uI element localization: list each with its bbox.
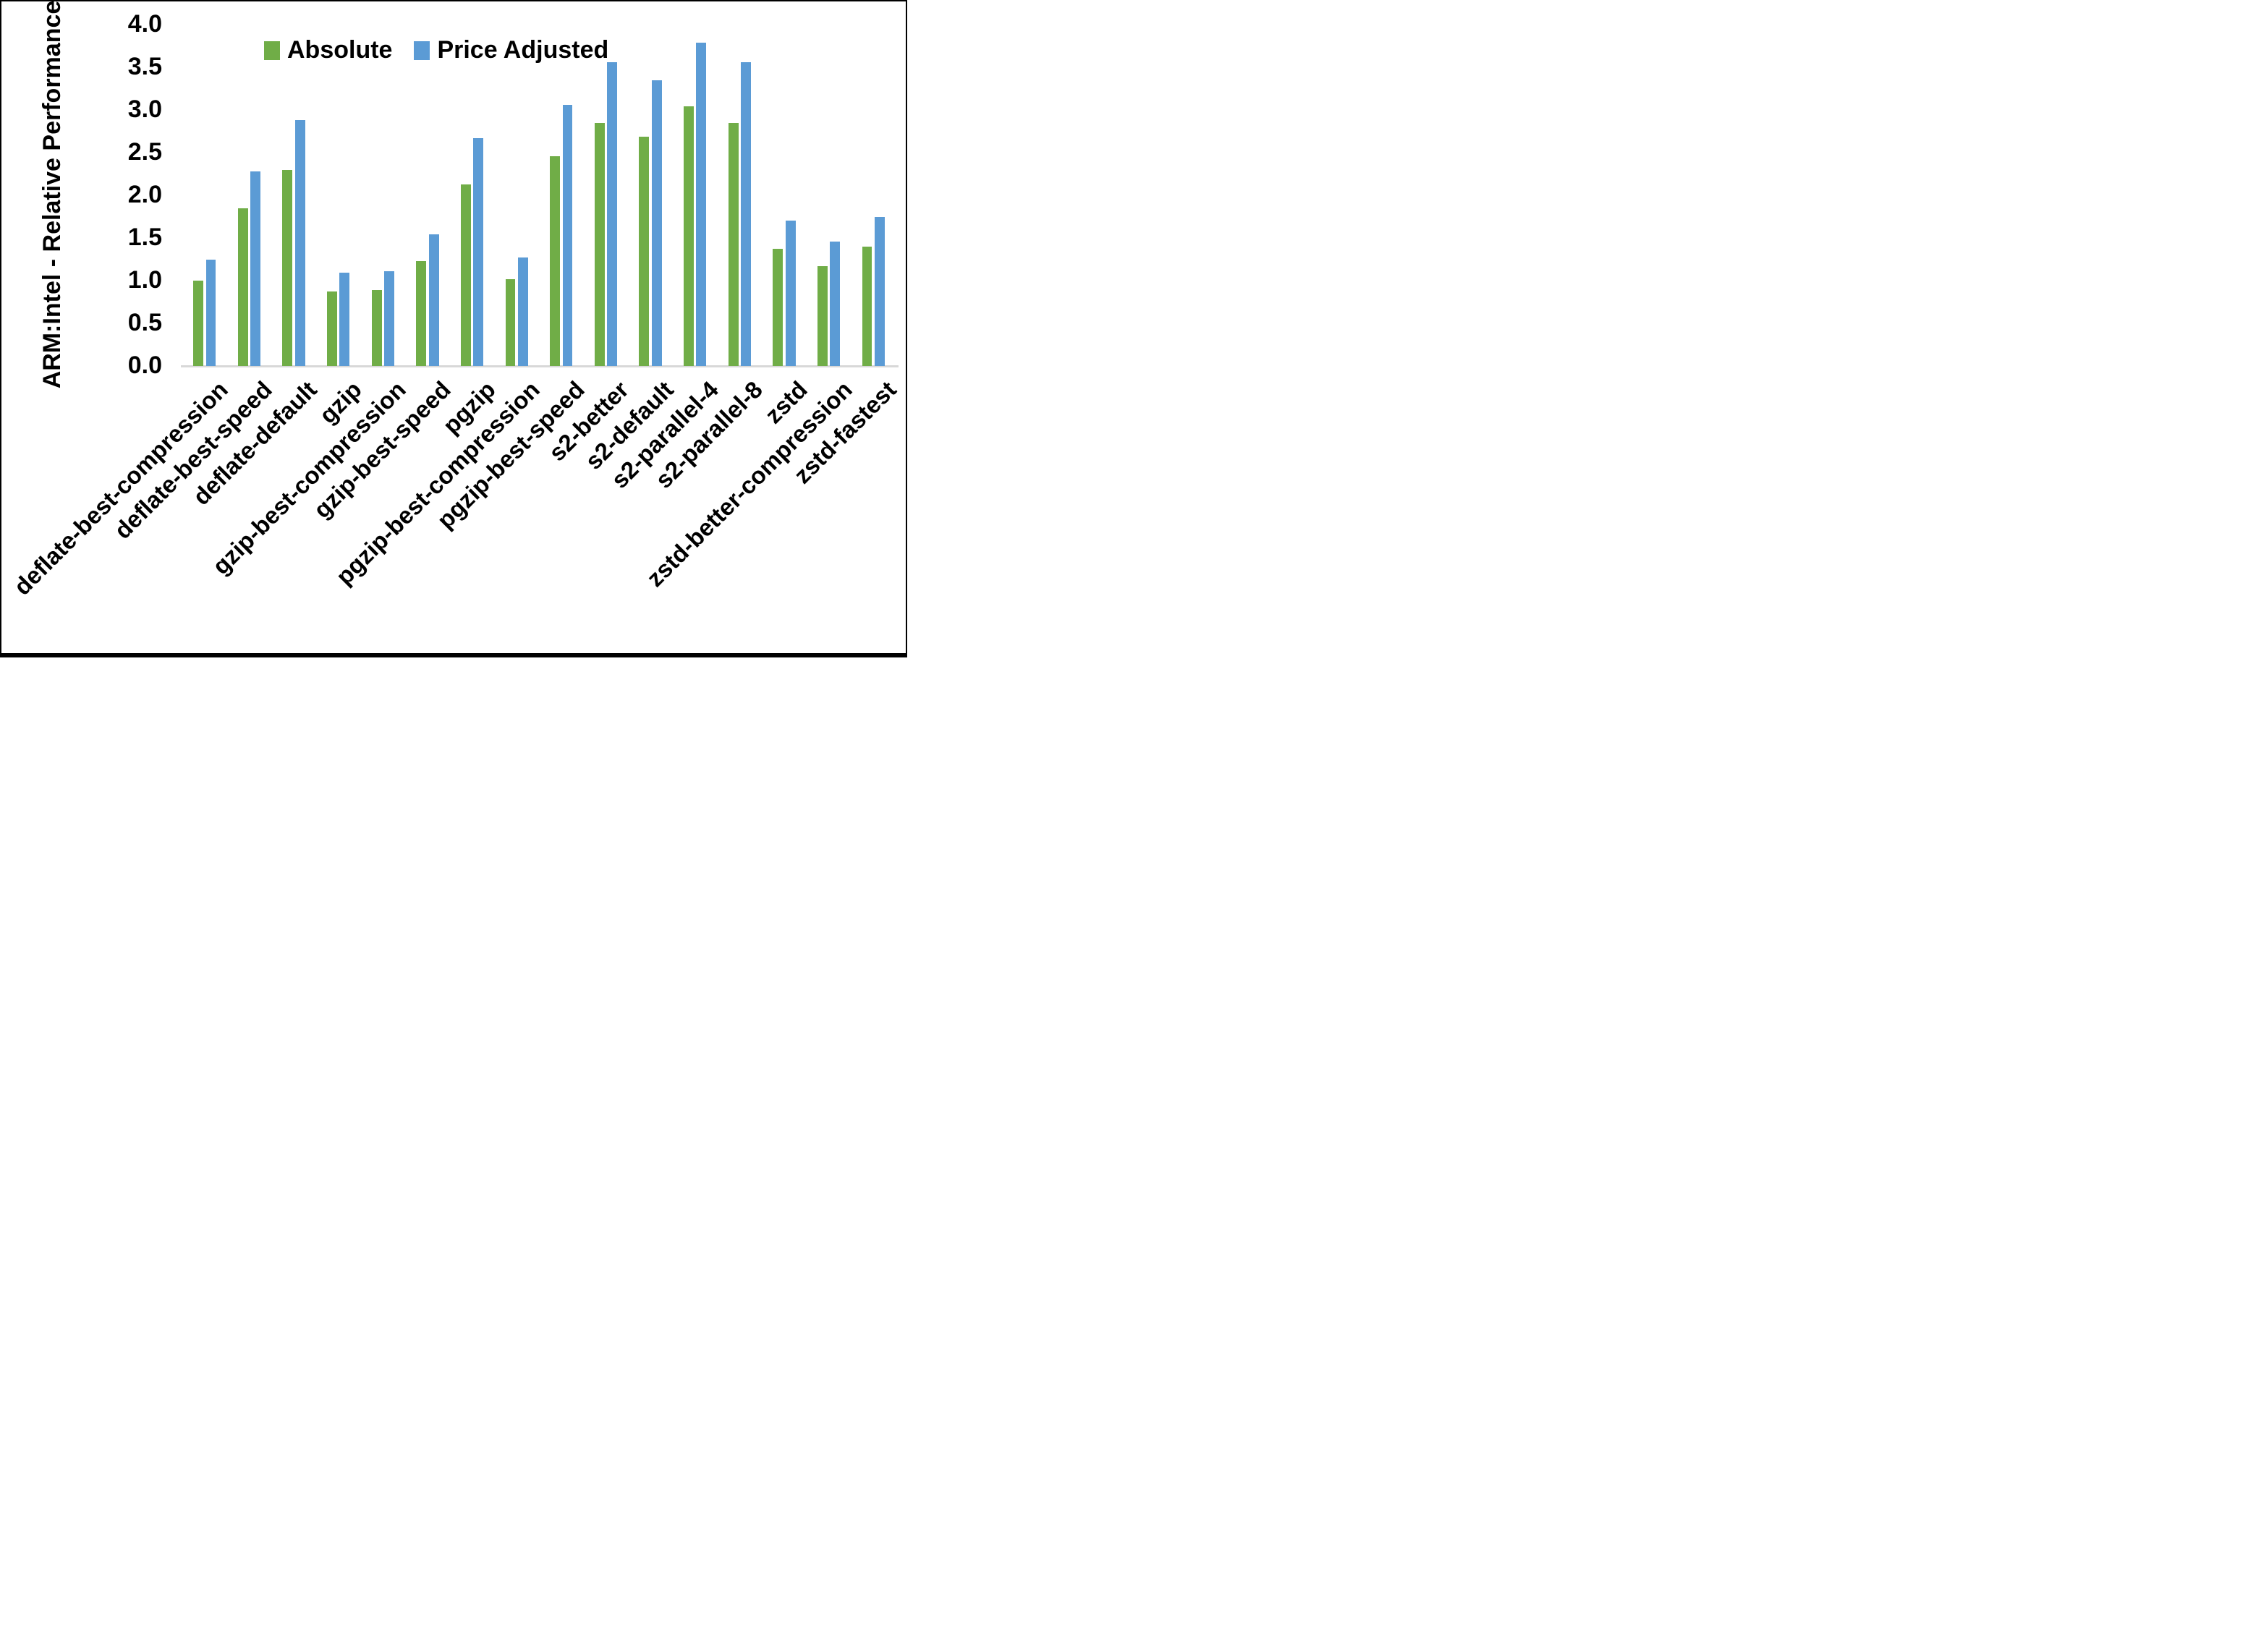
y-axis-tick-label: 4.0	[127, 10, 162, 38]
bar-price-adjusted	[339, 273, 350, 366]
bar-price-adjusted	[294, 120, 305, 366]
chart-frame: ARM:Intel - Relative Performance Absolut…	[0, 0, 907, 657]
bar-absolute	[371, 289, 382, 366]
bar-absolute	[505, 278, 516, 366]
bar-price-adjusted	[562, 104, 573, 366]
y-axis-title: ARM:Intel - Relative Performance	[38, 0, 66, 389]
bar-absolute	[639, 136, 650, 366]
bar-absolute	[728, 122, 739, 366]
bar-absolute	[282, 169, 293, 366]
bar-absolute	[193, 281, 203, 366]
y-axis-tick-label: 0.5	[127, 309, 162, 336]
bar-price-adjusted	[607, 61, 618, 366]
bar-price-adjusted	[205, 259, 216, 366]
x-axis-line	[181, 365, 899, 367]
y-axis-tick-label: 2.5	[127, 138, 162, 166]
y-axis-tick-label: 3.0	[127, 95, 162, 123]
bar-price-adjusted	[428, 234, 439, 366]
legend-swatch-price-adjusted	[414, 41, 430, 60]
bar-absolute	[684, 106, 694, 366]
bar-price-adjusted	[830, 241, 841, 366]
legend: Absolute Price Adjusted	[264, 36, 630, 64]
bar-absolute	[773, 249, 783, 366]
bar-absolute	[817, 265, 828, 366]
y-axis-tick-label: 0.0	[127, 352, 162, 379]
bar-price-adjusted	[473, 137, 484, 366]
bar-price-adjusted	[741, 61, 751, 366]
legend-swatch-absolute	[264, 41, 280, 60]
bar-price-adjusted	[785, 221, 796, 366]
legend-label-absolute: Absolute	[287, 36, 393, 64]
bar-absolute	[862, 246, 872, 366]
bar-absolute	[460, 184, 471, 366]
bar-price-adjusted	[874, 216, 885, 366]
bar-absolute	[550, 156, 560, 366]
bar-price-adjusted	[250, 171, 261, 366]
bar-absolute	[416, 260, 427, 366]
bar-price-adjusted	[384, 271, 394, 366]
y-axis-tick-label: 3.5	[127, 53, 162, 80]
bar-price-adjusted	[696, 42, 707, 366]
y-axis-tick-label: 1.5	[127, 223, 162, 251]
bar-absolute	[594, 122, 605, 366]
bar-absolute	[237, 208, 248, 366]
y-axis-tick-label: 1.0	[127, 266, 162, 294]
bar-absolute	[327, 291, 337, 366]
bar-price-adjusted	[517, 257, 528, 366]
y-axis-tick-label: 2.0	[127, 181, 162, 208]
bar-price-adjusted	[651, 80, 662, 366]
legend-label-price-adjusted: Price Adjusted	[437, 36, 609, 64]
